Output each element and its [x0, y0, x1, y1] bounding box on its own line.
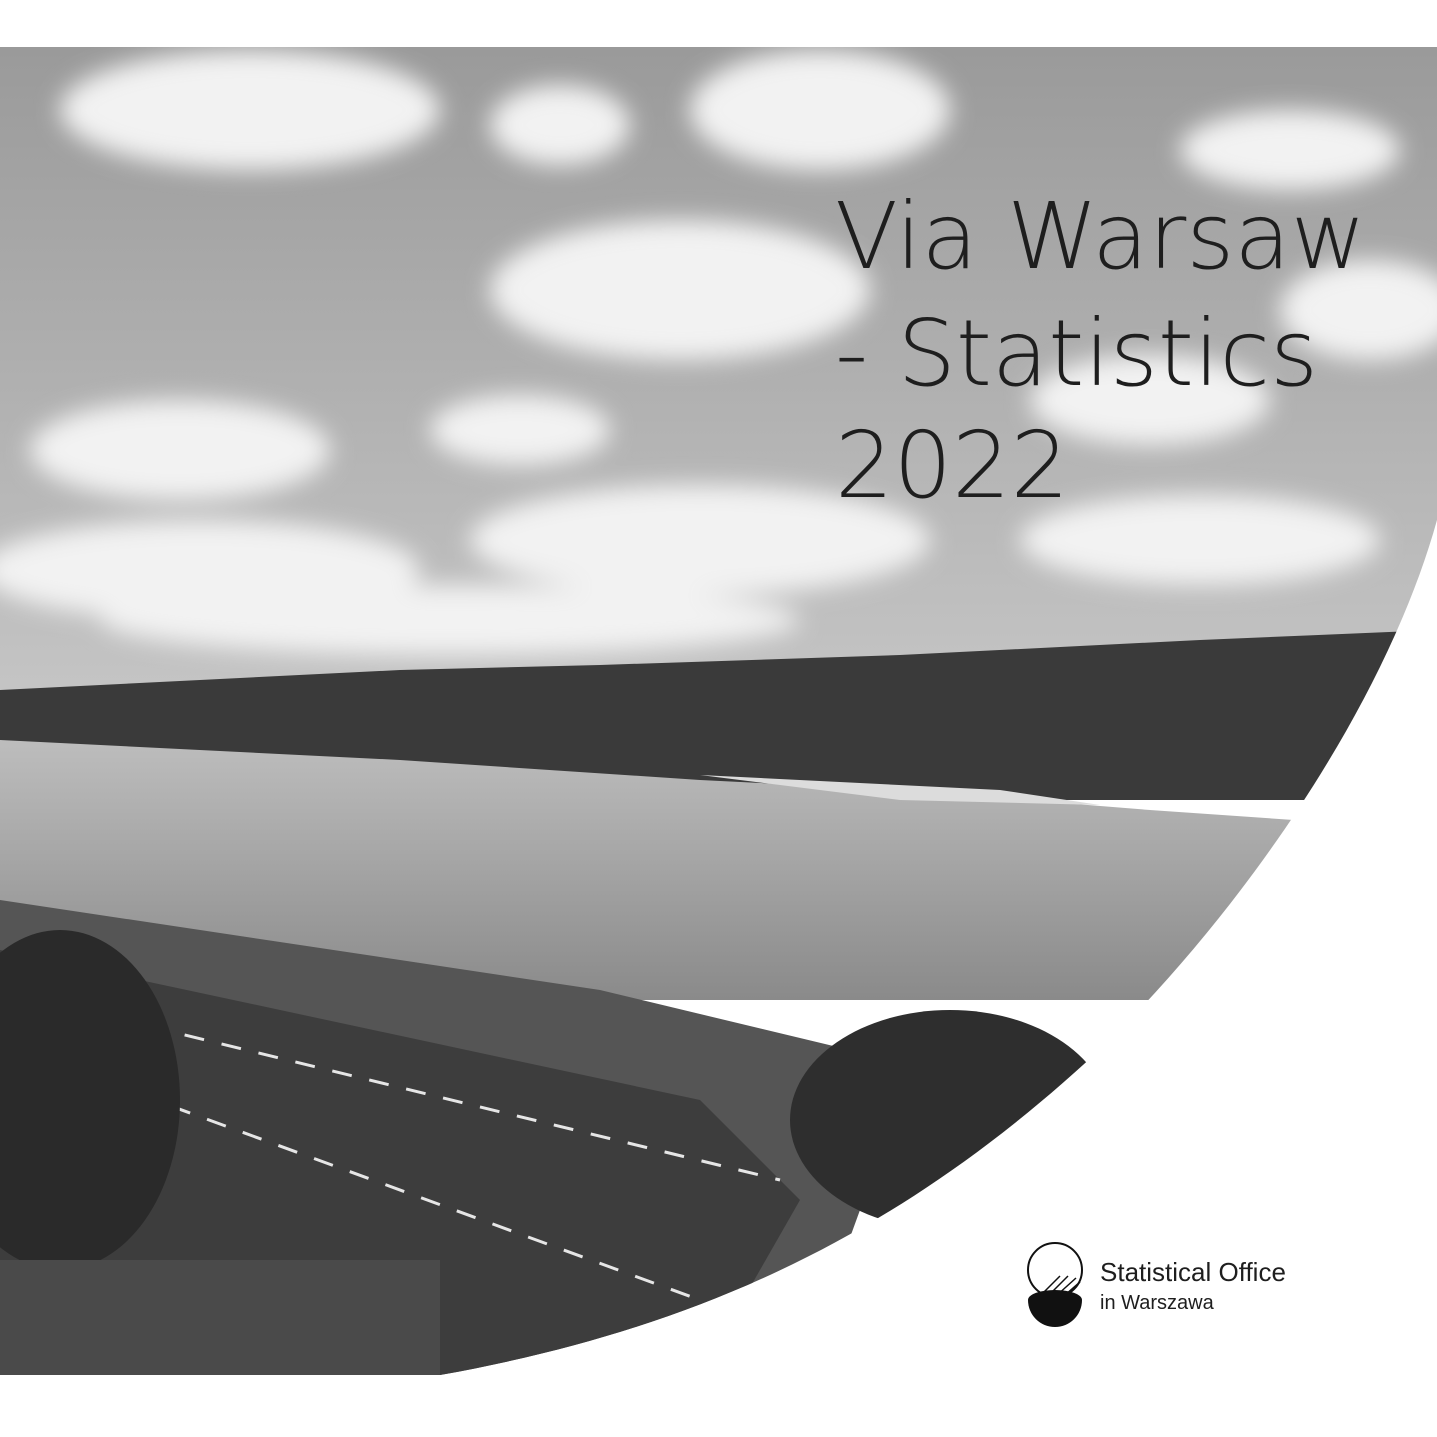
logo-name: Statistical Office [1100, 1257, 1286, 1287]
title-line: 2022 [835, 412, 1069, 519]
title-line: Via Warsaw [835, 183, 1366, 290]
photo [0, 47, 1437, 1375]
logo: Statistical Office in Warszawa [1027, 1242, 1286, 1327]
title-line: - Statistics [835, 300, 1318, 407]
logo-location: in Warszawa [1100, 1292, 1215, 1314]
